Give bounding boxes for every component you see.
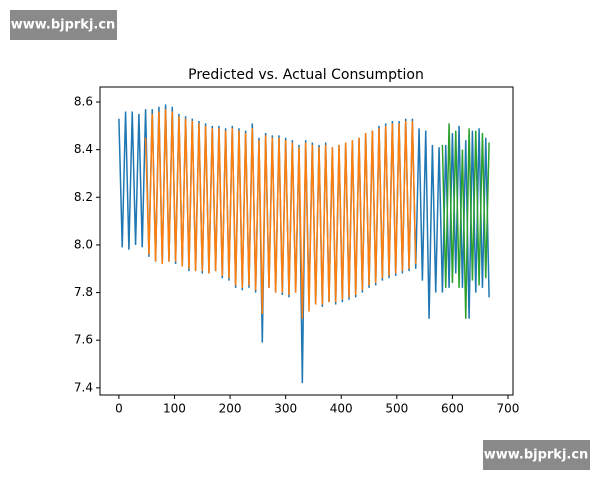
series-line xyxy=(144,109,417,319)
y-tick-label: 7.4 xyxy=(74,380,93,394)
chart-title: Predicted vs. Actual Consumption xyxy=(188,67,424,83)
x-tick-label: 200 xyxy=(219,402,242,416)
y-tick-label: 8.4 xyxy=(74,142,93,156)
y-tick-label: 7.6 xyxy=(74,333,93,347)
x-tick-label: 700 xyxy=(497,402,520,416)
y-tick-label: 7.8 xyxy=(74,285,93,299)
watermark: www.bjprkj.cn xyxy=(484,448,589,463)
x-tick-label: 500 xyxy=(385,402,408,416)
y-tick-label: 8.2 xyxy=(74,190,93,204)
x-tick-label: 600 xyxy=(441,402,464,416)
x-tick-label: 400 xyxy=(330,402,353,416)
series-line xyxy=(441,123,490,319)
y-tick-label: 8.0 xyxy=(74,237,93,251)
watermark-box xyxy=(483,440,590,470)
x-tick-label: 300 xyxy=(274,402,297,416)
x-tick-label: 0 xyxy=(115,402,123,416)
plot-area xyxy=(118,104,490,384)
watermark-box xyxy=(10,10,117,40)
y-tick-label: 8.6 xyxy=(74,95,93,109)
watermark: www.bjprkj.cn xyxy=(11,18,116,33)
x-tick-label: 100 xyxy=(163,402,186,416)
axes-frame xyxy=(99,86,514,396)
